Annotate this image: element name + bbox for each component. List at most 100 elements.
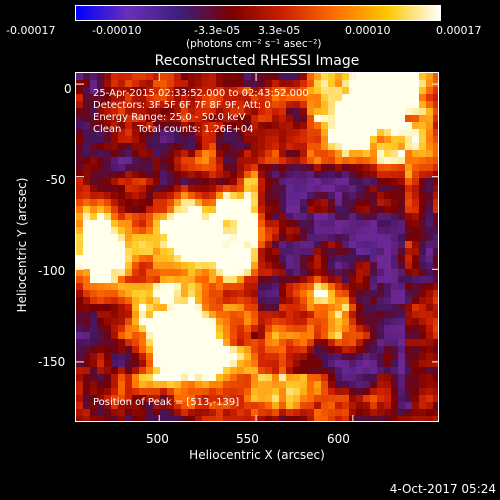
heatmap-cell [188, 150, 195, 157]
heatmap-cell [244, 248, 251, 255]
heatmap-cell [167, 157, 174, 164]
heatmap-cell [412, 213, 419, 220]
heatmap-cell [405, 332, 412, 339]
heatmap-cell [377, 374, 384, 381]
heatmap-cell [377, 367, 384, 374]
heatmap-cell [398, 311, 405, 318]
heatmap-cell [279, 255, 286, 262]
heatmap-cell [90, 346, 97, 353]
heatmap-cell [363, 283, 370, 290]
heatmap-cell [426, 325, 433, 332]
heatmap-cell [216, 269, 223, 276]
heatmap-cell [251, 304, 258, 311]
heatmap-cell [335, 416, 342, 421]
heatmap-cell [426, 290, 433, 297]
heatmap-cell [279, 283, 286, 290]
heatmap-cell [146, 108, 153, 115]
heatmap-cell [391, 157, 398, 164]
heatmap-cell [314, 339, 321, 346]
heatmap-cell [174, 402, 181, 409]
heatmap-cell [146, 73, 153, 80]
heatmap-cell [349, 283, 356, 290]
heatmap-cell [307, 129, 314, 136]
heatmap-cell [426, 164, 433, 171]
heatmap-cell [132, 388, 139, 395]
heatmap-cell [279, 402, 286, 409]
heatmap-cell [125, 241, 132, 248]
heatmap-cell [286, 241, 293, 248]
heatmap-cell [230, 395, 237, 402]
heatmap-cell [118, 206, 125, 213]
heatmap-cell [167, 360, 174, 367]
heatmap-cell [146, 318, 153, 325]
heatmap-cell [111, 276, 118, 283]
heatmap-cell [335, 213, 342, 220]
heatmap-cell [167, 94, 174, 101]
heatmap-cell [202, 276, 209, 283]
heatmap-cell [167, 227, 174, 234]
heatmap-cell [97, 332, 104, 339]
heatmap-cell [258, 395, 265, 402]
heatmap-cell [377, 311, 384, 318]
heatmap-cell [118, 220, 125, 227]
heatmap-cell [251, 129, 258, 136]
heatmap-cell [321, 157, 328, 164]
heatmap-cell [426, 402, 433, 409]
heatmap-cell [125, 185, 132, 192]
heatmap-cell [132, 136, 139, 143]
heatmap-cell [356, 374, 363, 381]
heatmap-cell [181, 297, 188, 304]
heatmap-cell [167, 276, 174, 283]
heatmap-cell [286, 388, 293, 395]
heatmap-cell [181, 94, 188, 101]
heatmap-cell [97, 192, 104, 199]
heatmap-cell [405, 339, 412, 346]
heatmap-cell [83, 87, 90, 94]
heatmap-cell [272, 395, 279, 402]
heatmap-cell [132, 318, 139, 325]
heatmap-cell [300, 136, 307, 143]
heatmap-cell [146, 164, 153, 171]
heatmap-cell [223, 353, 230, 360]
heatmap-cell [125, 94, 132, 101]
heatmap-cell [370, 122, 377, 129]
heatmap-cell [286, 318, 293, 325]
heatmap-cell [230, 388, 237, 395]
heatmap-cell [167, 73, 174, 80]
heatmap-cell [76, 262, 83, 269]
heatmap-cell [244, 227, 251, 234]
heatmap-cell [419, 388, 426, 395]
heatmap-cell [398, 199, 405, 206]
heatmap-cell [174, 311, 181, 318]
heatmap-cell [286, 143, 293, 150]
heatmap-cell [307, 318, 314, 325]
heatmap-cell [279, 395, 286, 402]
heatmap-cell [202, 80, 209, 87]
heatmap-cell [377, 164, 384, 171]
heatmap-cell [398, 164, 405, 171]
heatmap-cell [230, 122, 237, 129]
heatmap-cell [153, 108, 160, 115]
heatmap-cell [398, 416, 405, 421]
heatmap-cell [286, 192, 293, 199]
heatmap-cell [391, 213, 398, 220]
heatmap-cell [132, 157, 139, 164]
heatmap-cell [181, 346, 188, 353]
heatmap-cell [363, 143, 370, 150]
heatmap-cell [202, 178, 209, 185]
heatmap-cell [153, 150, 160, 157]
heatmap-cell [195, 332, 202, 339]
heatmap-cell [412, 332, 419, 339]
heatmap-cell [237, 199, 244, 206]
heatmap-cell [153, 192, 160, 199]
heatmap-cell [412, 374, 419, 381]
heatmap-cell [328, 94, 335, 101]
heatmap-cell [265, 241, 272, 248]
heatmap-cell [258, 304, 265, 311]
heatmap-cell [181, 115, 188, 122]
heatmap-cell [76, 290, 83, 297]
heatmap-cell [209, 192, 216, 199]
heatmap-cell [377, 122, 384, 129]
heatmap-cell [97, 122, 104, 129]
heatmap-cell [251, 185, 258, 192]
